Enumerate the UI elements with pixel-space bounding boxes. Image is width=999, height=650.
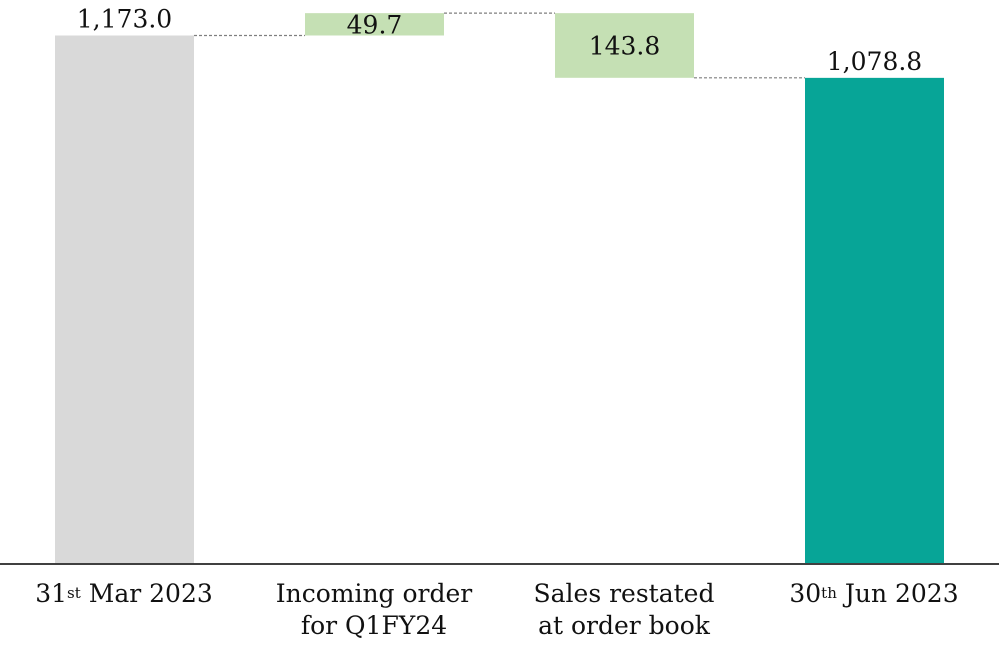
category-label-3: Sales restated at order book xyxy=(533,579,715,640)
bar-4 xyxy=(805,77,944,564)
category-label-4: 30th Jun 2023 xyxy=(789,579,959,608)
data-label-1: 1,173.0 xyxy=(77,5,172,34)
data-label-4: 1,078.8 xyxy=(827,47,922,76)
bar-1 xyxy=(55,35,194,563)
bar-2 xyxy=(305,13,444,36)
data-label-3: 143.8 xyxy=(589,31,661,60)
category-label-2: Incoming order for Q1FY24 xyxy=(275,579,473,640)
data-label-2: 49.7 xyxy=(347,10,403,39)
bar-3 xyxy=(555,13,694,78)
category-label-1: 31st Mar 2023 xyxy=(35,579,213,608)
